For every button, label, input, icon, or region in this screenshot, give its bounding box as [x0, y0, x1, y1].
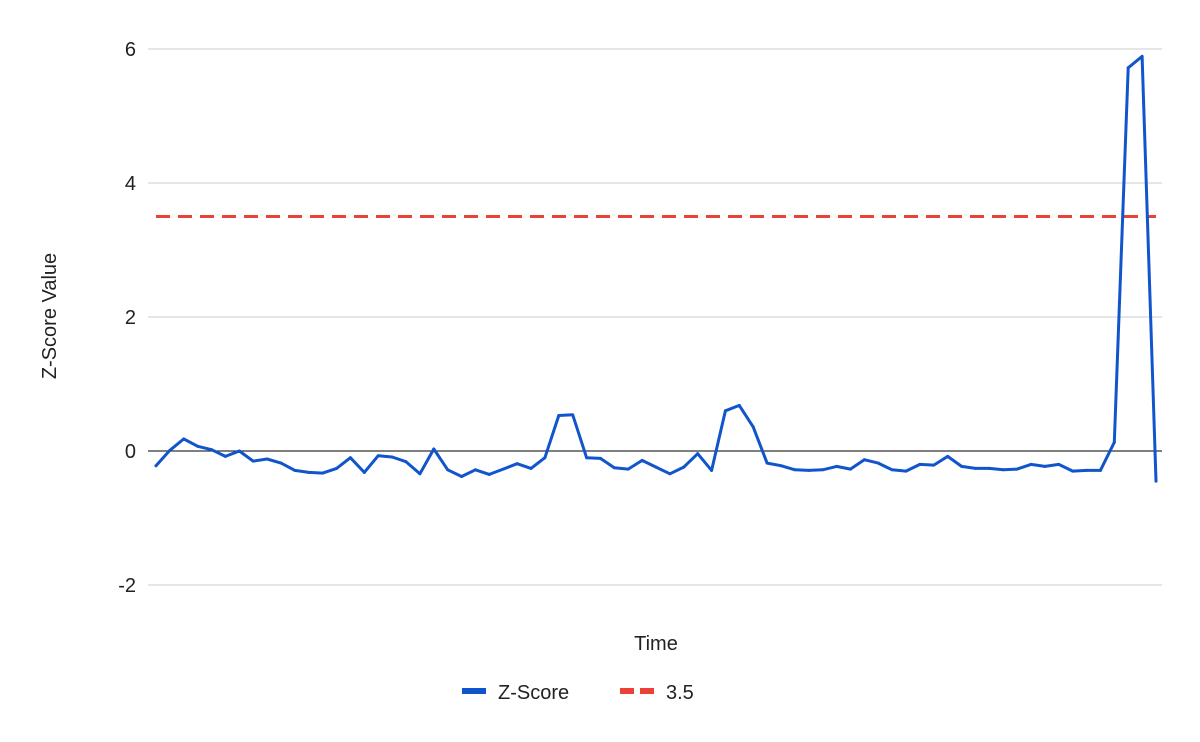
legend-swatch-zscore: [462, 688, 486, 694]
legend: Z-Score 3.5: [462, 682, 694, 704]
y-axis-title: Z-Score Value: [39, 253, 61, 379]
legend-swatch-threshold-dash: [640, 688, 654, 694]
y-tick-label: 4: [125, 173, 136, 195]
y-tick-label: 2: [125, 307, 136, 329]
y-tick-labels: -2 0 2 4 6: [118, 39, 136, 597]
legend-item-threshold[interactable]: 3.5: [620, 682, 694, 704]
legend-label-threshold: 3.5: [666, 682, 694, 704]
y-tick-label: 6: [125, 39, 136, 61]
zscore-series-line: [154, 54, 1158, 483]
x-axis-title: Time: [634, 633, 678, 655]
zscore-points: [154, 54, 1158, 483]
y-tick-label: -2: [118, 575, 136, 597]
y-tick-label: 0: [125, 441, 136, 463]
legend-label-zscore: Z-Score: [498, 682, 569, 704]
gridlines: [148, 48, 1162, 586]
legend-swatch-threshold: [620, 688, 634, 694]
legend-item-zscore[interactable]: Z-Score: [462, 682, 569, 704]
